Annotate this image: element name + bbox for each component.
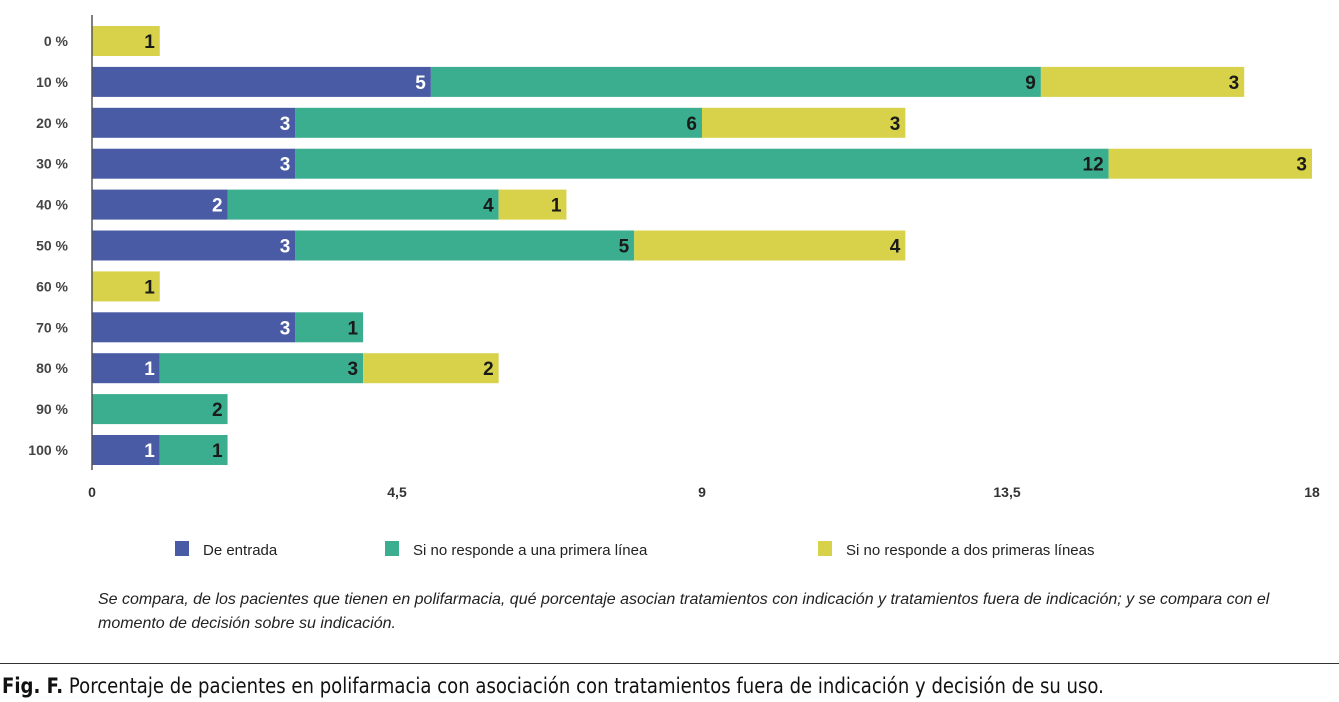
x-tick-label: 9 <box>698 484 706 500</box>
y-tick-label: 0 % <box>44 33 69 49</box>
data-label: 1 <box>144 359 155 380</box>
bar-segment <box>1108 148 1312 179</box>
y-tick-label: 40 % <box>36 197 68 213</box>
data-label: 5 <box>619 237 630 258</box>
bar-segment <box>92 26 160 56</box>
data-label: 4 <box>483 196 494 217</box>
figure-caption-text: Porcentaje de pacientes en polifarmacia … <box>63 674 1104 698</box>
data-label: 3 <box>1229 73 1240 94</box>
legend-label: Si no responde a una primera línea <box>413 542 648 559</box>
data-label: 6 <box>686 114 697 135</box>
divider <box>0 663 1339 664</box>
bar-segment <box>92 107 296 138</box>
y-tick-label: 50 % <box>36 238 68 254</box>
bar-segment <box>92 394 228 425</box>
data-label: 3 <box>1296 155 1307 176</box>
data-label: 2 <box>212 400 223 421</box>
legend-swatch <box>385 541 399 556</box>
data-label: 3 <box>890 114 901 135</box>
y-tick-label: 10 % <box>36 74 68 90</box>
bar-segment <box>92 230 296 261</box>
bar-segment <box>159 435 228 465</box>
bar-segment <box>92 148 296 179</box>
data-label: 4 <box>890 237 901 258</box>
legend-swatch <box>175 541 189 556</box>
bar-segment <box>498 189 567 220</box>
data-label: 1 <box>212 441 223 462</box>
stacked-bar-chart: 0 % 110 % 5 9 320 % 3 6 330 % 3 12 340 % 2 4 150 % 3 5 4… <box>28 15 1320 559</box>
bar-segment <box>92 353 160 384</box>
bar-segment <box>295 148 1109 179</box>
data-label: 1 <box>348 318 359 339</box>
y-tick-label: 20 % <box>36 115 68 131</box>
data-label: 12 <box>1083 155 1104 176</box>
figure-caption: Fig. F. Porcentaje de pacientes en polif… <box>2 674 1104 698</box>
y-tick-label: 80 % <box>36 360 68 376</box>
data-label: 2 <box>483 359 494 380</box>
data-label: 2 <box>212 196 223 217</box>
y-tick-label: 30 % <box>36 156 68 172</box>
bar-segment <box>92 66 431 97</box>
data-label: 1 <box>144 277 155 298</box>
bar-segment <box>92 189 228 220</box>
data-label: 5 <box>415 73 426 94</box>
legend-label: De entrada <box>203 542 278 559</box>
bar-segment <box>92 271 160 302</box>
bar-segment <box>295 107 702 138</box>
legend-swatch <box>818 541 832 556</box>
legend-label: Si no responde a dos primeras líneas <box>846 542 1094 559</box>
y-tick-label: 90 % <box>36 401 68 417</box>
bar-segment <box>295 230 635 261</box>
data-label: 3 <box>280 237 291 258</box>
bar-segment <box>634 230 906 261</box>
data-label: 9 <box>1025 73 1036 94</box>
y-tick-label: 70 % <box>36 319 68 335</box>
figure-label: Fig. F. <box>2 674 64 698</box>
bar-segment <box>227 189 499 220</box>
bar-segment <box>1040 66 1245 97</box>
bar-segment <box>430 66 1041 97</box>
data-label: 1 <box>551 196 562 217</box>
y-tick-label: 60 % <box>36 278 68 294</box>
x-tick-label: 0 <box>88 484 96 500</box>
x-tick-label: 4,5 <box>387 484 407 500</box>
bar-segment <box>702 107 906 138</box>
bar-segment <box>295 312 364 343</box>
bar-segment <box>363 353 499 384</box>
x-tick-label: 18 <box>1304 484 1320 500</box>
data-label: 3 <box>348 359 359 380</box>
x-tick-label: 13,5 <box>993 484 1020 500</box>
bar-segment <box>159 353 364 384</box>
data-label: 3 <box>280 114 291 135</box>
y-tick-label: 100 % <box>28 442 68 458</box>
bar-segment <box>92 312 296 343</box>
data-label: 3 <box>280 155 291 176</box>
chart-note: Se compara, de los pacientes que tienen … <box>98 591 1270 632</box>
data-label: 1 <box>144 32 155 53</box>
bar-segment <box>92 435 160 465</box>
data-label: 3 <box>280 318 291 339</box>
data-label: 1 <box>144 441 155 462</box>
